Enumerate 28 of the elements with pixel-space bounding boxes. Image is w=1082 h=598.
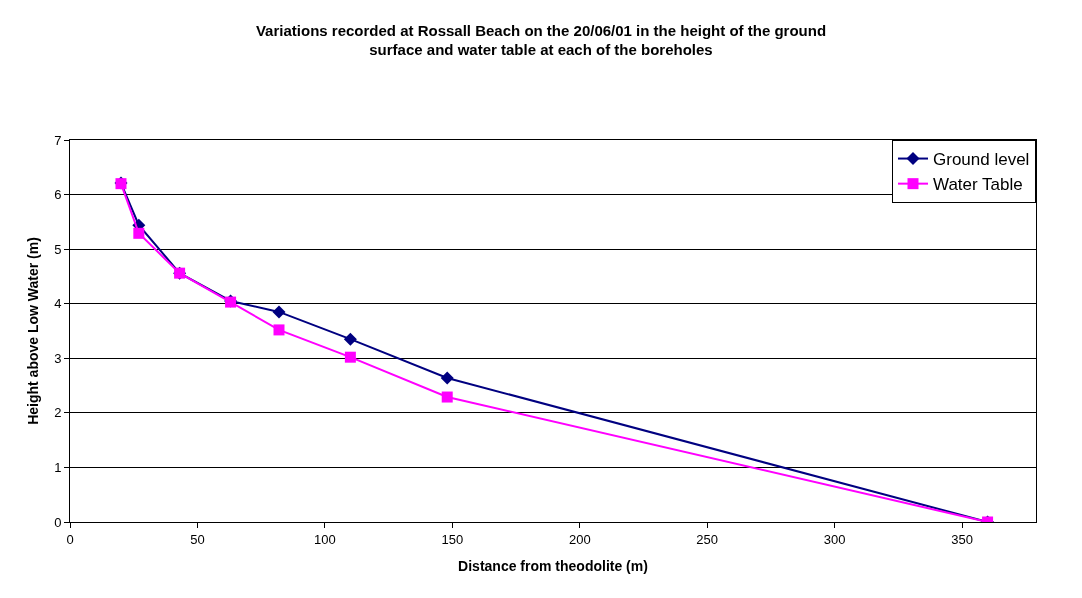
x-tick-label: 250	[696, 531, 719, 547]
point	[344, 351, 356, 363]
legend-label: Ground level	[933, 150, 1030, 170]
y-tick-label: 1	[54, 459, 62, 475]
y-axis-title: Height above Low Water (m)	[24, 237, 41, 425]
x-tick-label: 50	[190, 531, 205, 547]
y-tick-label: 6	[54, 187, 62, 203]
x-tick-label: 200	[568, 531, 591, 547]
point	[440, 371, 454, 385]
x-tick-label: 300	[823, 531, 846, 547]
x-tick-label: 150	[441, 531, 464, 547]
point	[272, 305, 286, 319]
y-tick-label: 3	[54, 350, 62, 366]
y-tick-label: 5	[54, 241, 62, 257]
y-tick-label: 0	[54, 514, 62, 530]
legend-label: Water Table	[933, 175, 1023, 195]
point	[133, 227, 145, 239]
x-tick-label: 100	[314, 531, 336, 547]
chart-title: Variations recorded at Rossall Beach on the 20/06/01 in the height of the ground surface and water table at each of the boreholes	[255, 21, 827, 59]
y-tick-label: 2	[54, 405, 62, 421]
x-axis-title: Distance from theodolite (m)	[458, 557, 648, 574]
point	[441, 391, 453, 403]
point	[273, 324, 285, 336]
x-tick-label: 350	[951, 531, 973, 547]
y-tick-label: 4	[54, 296, 62, 312]
y-tick-label: 7	[54, 132, 62, 148]
x-tick-label: 0	[66, 531, 74, 547]
point	[343, 332, 357, 346]
